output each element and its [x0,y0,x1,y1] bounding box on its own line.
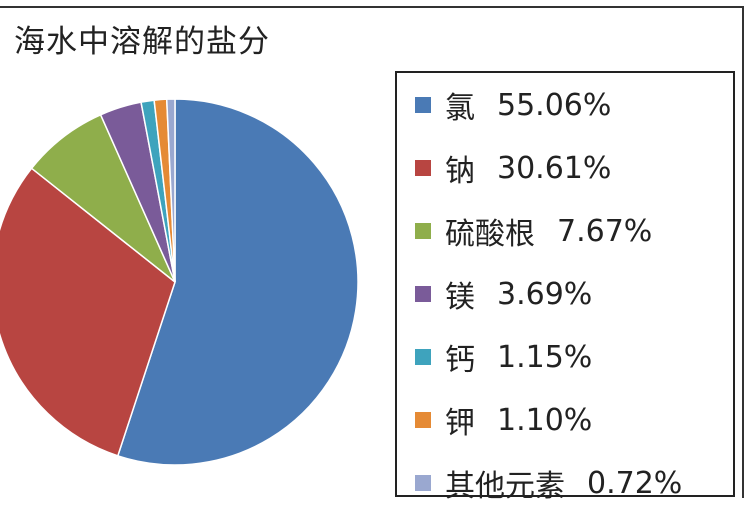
legend-item: 钠 30.61% [415,148,612,189]
legend-value: 30.61% [497,150,612,186]
pie-slice-6 [165,98,176,283]
pie-slice-0 [116,98,359,466]
legend-value: 7.67% [557,213,653,249]
chart-legend: 氯 55.06% 钠 30.61% 硫酸根 7.67% 镁 3.69% 钙 1.15% 钾 1.10%… [395,71,735,504]
legend-label: 其他元素 [445,469,565,504]
legend-item: 氯 55.06% [415,85,612,126]
legend-item: 钙 1.15% [415,337,593,378]
legend-item: 镁 3.69% [415,274,593,315]
chart-title: 海水中溶解的盐分 [14,24,270,60]
legend-label: 钾 [445,406,475,441]
legend-swatch [415,412,431,428]
legend-swatch [415,223,431,239]
legend-swatch [415,349,431,365]
legend-swatch [415,160,431,176]
chart-frame [0,6,744,498]
legend-swatch [415,286,431,302]
legend-label: 硫酸根 [445,217,535,252]
legend-label: 氯 [445,91,475,126]
pie-slice-1 [0,167,176,457]
legend-item: 硫酸根 7.67% [415,211,653,252]
legend-value: 1.10% [497,402,593,438]
legend-value: 3.69% [497,276,593,312]
legend-label: 钙 [445,343,475,378]
legend-swatch [415,97,431,113]
legend-item: 钾 1.10% [415,400,593,441]
pie-chart [0,98,359,466]
legend-label: 钠 [445,154,475,189]
legend-item: 其他元素 0.72% [415,463,683,504]
legend-value: 1.15% [497,339,593,375]
legend-swatch [415,475,431,491]
legend-value: 0.72% [587,465,683,501]
legend-label: 镁 [445,280,475,315]
legend-value: 55.06% [497,87,612,123]
